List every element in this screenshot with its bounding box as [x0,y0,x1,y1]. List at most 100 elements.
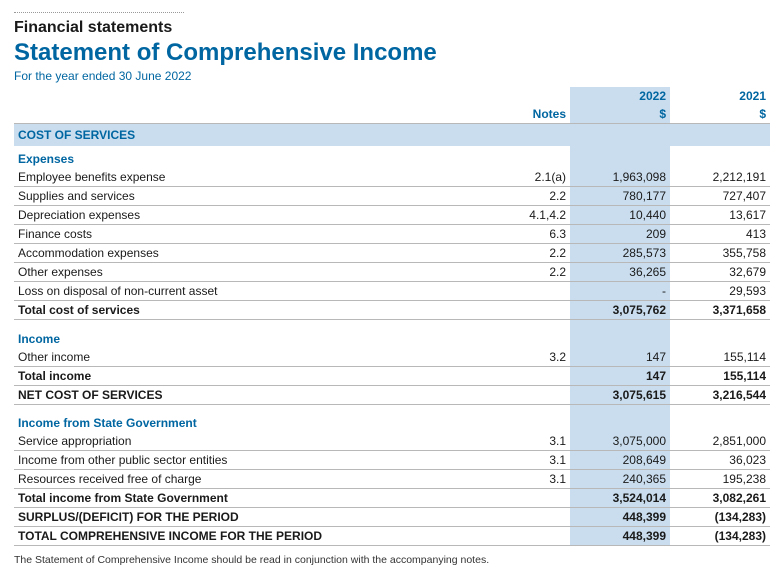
net-cost-2021: 3,216,544 [670,385,770,404]
income-subhead: Income [14,326,770,348]
row-note: 2.1(a) [500,168,570,187]
net-cost-row: NET COST OF SERVICES 3,075,615 3,216,544 [14,385,770,404]
surplus-label: SURPLUS/(DEFICIT) FOR THE PERIOD [14,508,500,527]
table-row: Accommodation expenses2.2285,573355,758 [14,244,770,263]
table-row: Income from other public sector entities… [14,451,770,470]
row-2022: 36,265 [570,263,670,282]
col-2022-header: 2022 [570,87,670,105]
row-note: 6.3 [500,225,570,244]
row-2021: 195,238 [670,470,770,489]
row-note: 3.1 [500,470,570,489]
table-row: Depreciation expenses4.1,4.210,44013,617 [14,206,770,225]
row-2021: 32,679 [670,263,770,282]
total-income-2021: 155,114 [670,366,770,385]
table-row: Loss on disposal of non-current asset -29… [14,282,770,301]
row-label: Finance costs [14,225,500,244]
col-2022-sym: $ [570,105,670,124]
financial-statements-heading: Financial statements [14,19,770,37]
row-2021: 155,114 [670,348,770,367]
row-note: 3.2 [500,348,570,367]
row-2022: 285,573 [570,244,670,263]
page-title: Statement of Comprehensive Income [14,39,770,67]
table-row: Resources received free of charge3.1240,… [14,470,770,489]
col-2021-sym: $ [670,105,770,124]
row-2022: 10,440 [570,206,670,225]
subtitle: For the year ended 30 June 2022 [14,69,770,83]
table-row: Service appropriation3.13,075,0002,851,0… [14,432,770,451]
row-note: 3.1 [500,451,570,470]
row-2022: 147 [570,348,670,367]
total-state-2022: 3,524,014 [570,489,670,508]
row-2022: 780,177 [570,187,670,206]
notes-header: Notes [500,105,570,124]
net-cost-label: NET COST OF SERVICES [14,385,500,404]
row-2021: 355,758 [670,244,770,263]
total-state-row: Total income from State Government 3,524… [14,489,770,508]
row-2021: 36,023 [670,451,770,470]
row-2022: 209 [570,225,670,244]
row-label: Service appropriation [14,432,500,451]
row-label: Loss on disposal of non-current asset [14,282,500,301]
expenses-label: Expenses [14,146,500,168]
row-label: Accommodation expenses [14,244,500,263]
expenses-subhead: Expenses [14,146,770,168]
row-label: Other income [14,348,500,367]
state-gov-label: Income from State Government [14,410,500,432]
row-2021: 13,617 [670,206,770,225]
total-state-label: Total income from State Government [14,489,500,508]
row-note: 3.1 [500,432,570,451]
total-comp-2022: 448,399 [570,527,670,546]
row-note [500,282,570,301]
row-label: Employee benefits expense [14,168,500,187]
total-income-2022: 147 [570,366,670,385]
footnote: The Statement of Comprehensive Income sh… [14,554,770,566]
surplus-row: SURPLUS/(DEFICIT) FOR THE PERIOD 448,399… [14,508,770,527]
row-note: 2.2 [500,244,570,263]
total-cost-label: Total cost of services [14,301,500,320]
table-row: Other expenses2.236,26532,679 [14,263,770,282]
state-gov-subhead: Income from State Government [14,410,770,432]
income-label: Income [14,326,500,348]
row-2022: 1,963,098 [570,168,670,187]
row-label: Depreciation expenses [14,206,500,225]
cost-of-services-label: COST OF SERVICES [14,124,770,147]
top-dotted-rule [14,12,184,13]
row-2021: 29,593 [670,282,770,301]
table-row: Finance costs6.3209413 [14,225,770,244]
col-2021-header: 2021 [670,87,770,105]
total-income-label: Total income [14,366,500,385]
total-cost-row: Total cost of services 3,075,762 3,371,6… [14,301,770,320]
header-row-years: 2022 2021 [14,87,770,105]
row-label: Supplies and services [14,187,500,206]
row-label: Resources received free of charge [14,470,500,489]
row-2021: 2,212,191 [670,168,770,187]
row-2021: 413 [670,225,770,244]
total-cost-2022: 3,075,762 [570,301,670,320]
total-comp-label: TOTAL COMPREHENSIVE INCOME FOR THE PERIO… [14,527,500,546]
surplus-2022: 448,399 [570,508,670,527]
net-cost-2022: 3,075,615 [570,385,670,404]
total-comprehensive-row: TOTAL COMPREHENSIVE INCOME FOR THE PERIO… [14,527,770,546]
row-2022: 240,365 [570,470,670,489]
row-note: 2.2 [500,187,570,206]
row-label: Income from other public sector entities [14,451,500,470]
cost-of-services-band: COST OF SERVICES [14,124,770,147]
row-2021: 727,407 [670,187,770,206]
table-row: Employee benefits expense2.1(a)1,963,098… [14,168,770,187]
surplus-2021: (134,283) [670,508,770,527]
total-state-2021: 3,082,261 [670,489,770,508]
row-2022: 3,075,000 [570,432,670,451]
table-row: Supplies and services2.2780,177727,407 [14,187,770,206]
total-comp-2021: (134,283) [670,527,770,546]
row-label: Other expenses [14,263,500,282]
header-row-units: Notes $ $ [14,105,770,124]
row-2022: - [570,282,670,301]
table-row: Other income3.2147155,114 [14,348,770,367]
row-2021: 2,851,000 [670,432,770,451]
row-note: 4.1,4.2 [500,206,570,225]
row-2022: 208,649 [570,451,670,470]
total-cost-2021: 3,371,658 [670,301,770,320]
row-note: 2.2 [500,263,570,282]
income-statement-table: 2022 2021 Notes $ $ COST OF SERVICES Exp… [14,87,770,546]
total-income-row: Total income 147 155,114 [14,366,770,385]
